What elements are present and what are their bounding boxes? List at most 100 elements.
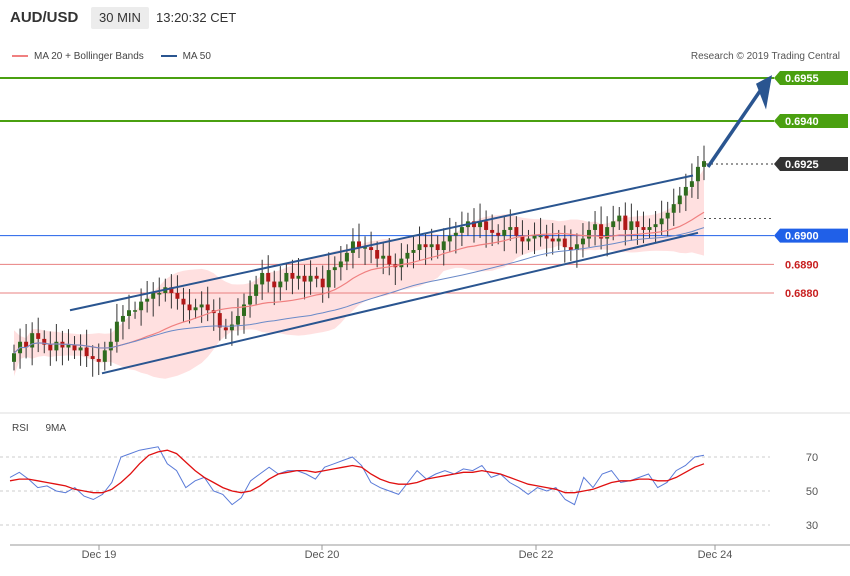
candle [544,224,549,257]
candle-body [653,224,658,228]
rsi-tick-label: 70 [806,452,818,464]
candle [641,211,646,244]
candle-body [235,315,240,325]
candle-body [363,247,368,249]
candle-body [78,347,83,351]
rsi-line [9,446,705,506]
candle [296,258,301,290]
candle-body [695,166,700,182]
candle [484,210,489,248]
candle [580,223,585,258]
candle-body [84,347,89,357]
candle [260,259,265,300]
candle [514,216,519,254]
candle-body [568,247,573,251]
candle-body [550,238,555,242]
candle [235,298,240,336]
candle [326,252,331,299]
candle [387,237,392,276]
channel-upper-line [69,174,694,312]
candle-body [587,229,591,239]
candle [223,318,228,339]
candle-body [671,204,676,213]
candle-body [290,272,295,279]
candle-body [405,252,410,259]
x-tick-label: Dec 19 [82,549,117,561]
candle-body [127,310,131,316]
candle-body [532,235,537,239]
candle [96,343,101,376]
candle [145,280,150,313]
candle [357,223,361,259]
candle-body [338,261,343,268]
candle-body [320,278,325,288]
candle-body [42,338,47,345]
candle-body [102,350,107,362]
candle [435,235,440,259]
candle-body [332,267,337,271]
legend-label: RSI [12,423,29,434]
candle-body [665,212,670,219]
candle-body [139,301,144,311]
rsi-tick-label: 50 [806,486,818,498]
candle-body [169,287,174,294]
candle-body [490,229,495,233]
candle-body [417,244,422,251]
candle-body [284,272,289,282]
candle-body [205,304,210,311]
candle [242,293,246,334]
candle-body [593,224,598,230]
candle-body [217,313,222,328]
candle-body [447,235,452,242]
candle-body [54,341,59,351]
candle-body [344,252,349,262]
candle [702,145,706,181]
legend-label: 9MA [45,423,67,434]
candle-body [157,293,162,295]
candle-body [145,298,150,302]
candle [538,217,543,247]
candle-body [472,221,476,228]
candle [496,224,501,245]
candle-body [120,315,125,322]
candle [181,287,186,323]
projection-arrow-shaft [706,85,765,168]
candle-body [108,341,113,351]
candle-body [272,281,277,288]
price-tag-box [774,157,848,172]
candle-body [314,275,319,279]
candle [266,255,271,293]
candle [217,297,222,341]
candle-body [496,232,501,236]
candle [302,264,307,300]
candle-body [193,307,198,311]
candle-body [502,229,507,236]
timeframe-button[interactable]: 30 MIN [91,7,149,29]
candle [653,211,658,243]
x-tick-label: Dec 22 [519,549,554,561]
rsi-legend: RSI 9MA [12,423,80,434]
candle [127,294,131,330]
candle-body [248,295,253,305]
candle [459,211,464,247]
candle [284,264,289,291]
candle-body [66,344,71,348]
price-level-label: 0.6900 [785,231,819,243]
candle-body [175,293,180,299]
price-tag-box [774,114,848,129]
candle [229,311,234,346]
candle [84,329,89,367]
candle [671,188,676,226]
price-tag-box [774,71,848,85]
candle [532,222,537,255]
candle-body [429,244,434,248]
candle [290,259,295,295]
candle-body [199,304,204,308]
price-level-label: 0.6890 [785,259,819,271]
candle-body [242,304,246,316]
candle-body [30,333,35,348]
candle-body [659,218,664,225]
x-tick-label: Dec 20 [305,549,340,561]
candle-body [478,221,483,228]
